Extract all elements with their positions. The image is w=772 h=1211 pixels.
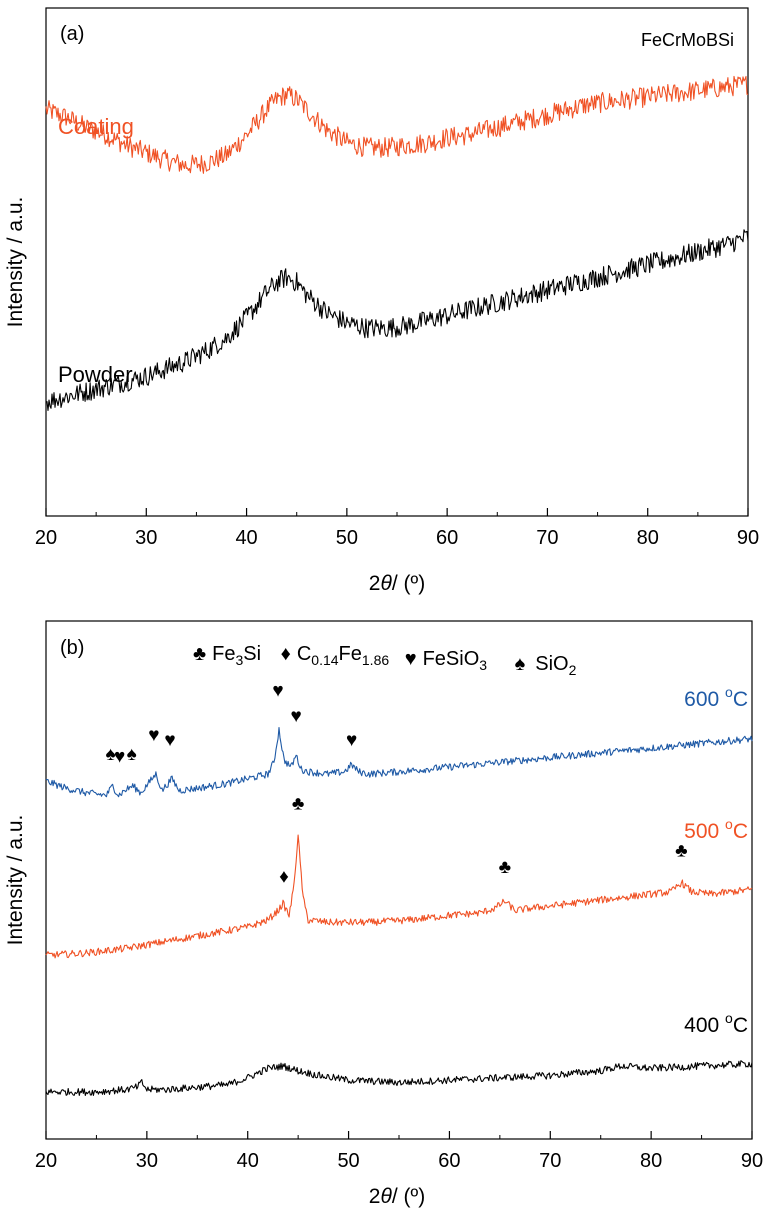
panel-a-label: (a) — [60, 23, 84, 45]
legend-sio2-base: SiO — [535, 653, 568, 675]
legend-fesio3-sub: 3 — [479, 657, 487, 673]
legend-fe3si-base: Fe — [212, 643, 235, 665]
legend-c014fe186-base: C — [297, 643, 311, 665]
series-label-600c: 600 oC — [684, 684, 748, 711]
x-tick-label: 50 — [337, 1150, 359, 1172]
x-tick-label: 20 — [35, 1150, 57, 1172]
peak-marker: ♥ — [272, 680, 283, 701]
peak-marker: ♥ — [290, 706, 301, 727]
legend-c014fe186-sub: 0.14 — [311, 652, 338, 668]
legend-c014fe186-sub2: 1.86 — [362, 652, 389, 668]
panel-b-x-label: 2θ/ (º) — [369, 1185, 425, 1208]
series-label-powder: Powder — [58, 362, 133, 387]
legend-sio2-icon: ♠ — [515, 653, 526, 675]
x-tick-label: 40 — [237, 1150, 259, 1172]
x-label-unit: / (º) — [392, 572, 425, 595]
series-label-500c: 500 oC — [684, 816, 748, 843]
peak-marker: ♠ — [127, 744, 137, 765]
panel-a-title: FeCrMoBSi — [641, 30, 734, 50]
x-label-theta: θ — [380, 572, 392, 595]
panel-a-series — [45, 75, 749, 412]
legend-c014fe186-icon: ♦ — [281, 643, 291, 665]
series-line — [45, 75, 748, 174]
peak-marker: ♦ — [279, 866, 289, 887]
x-tick-label: 30 — [135, 527, 157, 549]
peak-marker: ♥ — [148, 725, 159, 746]
peak-marker: ♥ — [114, 746, 125, 767]
legend-sio2-sub: 2 — [569, 662, 577, 678]
x-tick-label: 90 — [737, 527, 759, 549]
peak-marker: ♥ — [164, 730, 175, 751]
panel-b: 20 30 40 50 60 70 80 90 ♠♥ ♠♥ ♥♥♥♥♣♦ ♣♣ (b) ♣ Fe3Si… — [4, 620, 763, 1208]
series-label-coating: Coating — [58, 114, 134, 139]
panel-b-y-label: Intensity / a.u. — [4, 815, 27, 946]
series-line — [45, 229, 749, 412]
panel-b-series — [45, 726, 753, 1096]
series-line — [45, 1060, 753, 1096]
legend-c014fe186-rest: Fe — [339, 643, 362, 665]
series-line — [45, 726, 753, 798]
panel-b-x-ticks: 20 30 40 50 60 70 80 90 — [35, 1131, 763, 1172]
peak-marker: ♣ — [675, 840, 687, 861]
panel-a-x-ticks: 20 30 40 50 60 70 80 90 — [35, 508, 759, 549]
panel-b-peak-markers: ♠♥ ♠♥ ♥♥♥♥♣♦ ♣♣ — [106, 680, 688, 887]
x-tick-label: 80 — [637, 527, 659, 549]
panel-b-label: (b) — [60, 637, 84, 659]
x-label-theta: θ — [380, 1185, 392, 1208]
legend-fe3si-sub: 3 — [235, 652, 243, 668]
panel-b-frame — [45, 620, 753, 1140]
series-label-400c: 400 oC — [684, 1010, 748, 1037]
x-label-prefix: 2 — [369, 1185, 381, 1208]
panel-a-x-label: 2θ/ (º) — [369, 572, 425, 595]
peak-marker: ♣ — [499, 857, 511, 878]
peak-marker: ♠ — [106, 744, 116, 765]
x-label-prefix: 2 — [369, 572, 381, 595]
panel-a-y-label: Intensity / a.u. — [4, 197, 27, 328]
peak-marker: ♥ — [346, 730, 357, 751]
legend-fesio3-base: FeSiO — [423, 648, 480, 670]
x-tick-label: 30 — [136, 1150, 158, 1172]
x-tick-label: 20 — [35, 527, 57, 549]
panel-a: 20 30 40 50 60 70 80 90 (a) FeCrMoBSi Coating P… — [4, 7, 759, 595]
x-tick-label: 90 — [741, 1150, 763, 1172]
x-tick-label: 80 — [640, 1150, 662, 1172]
peak-marker: ♣ — [292, 793, 304, 814]
x-tick-label: 60 — [436, 527, 458, 549]
legend-fe3si-rest: Si — [243, 643, 261, 665]
x-tick-label: 50 — [336, 527, 358, 549]
series-line — [45, 834, 753, 959]
x-label-unit: / (º) — [392, 1185, 425, 1208]
legend-fesio3-icon: ♥ — [405, 648, 417, 670]
legend-fe3si-icon: ♣ — [193, 643, 206, 665]
x-tick-label: 70 — [536, 527, 558, 549]
x-tick-label: 60 — [438, 1150, 460, 1172]
x-tick-label: 70 — [539, 1150, 561, 1172]
x-tick-label: 40 — [235, 527, 257, 549]
panel-b-legend: ♣ Fe3Si ♦ C0.14Fe1.86 ♥ FeSiO3 ♠ SiO2 — [193, 643, 577, 678]
